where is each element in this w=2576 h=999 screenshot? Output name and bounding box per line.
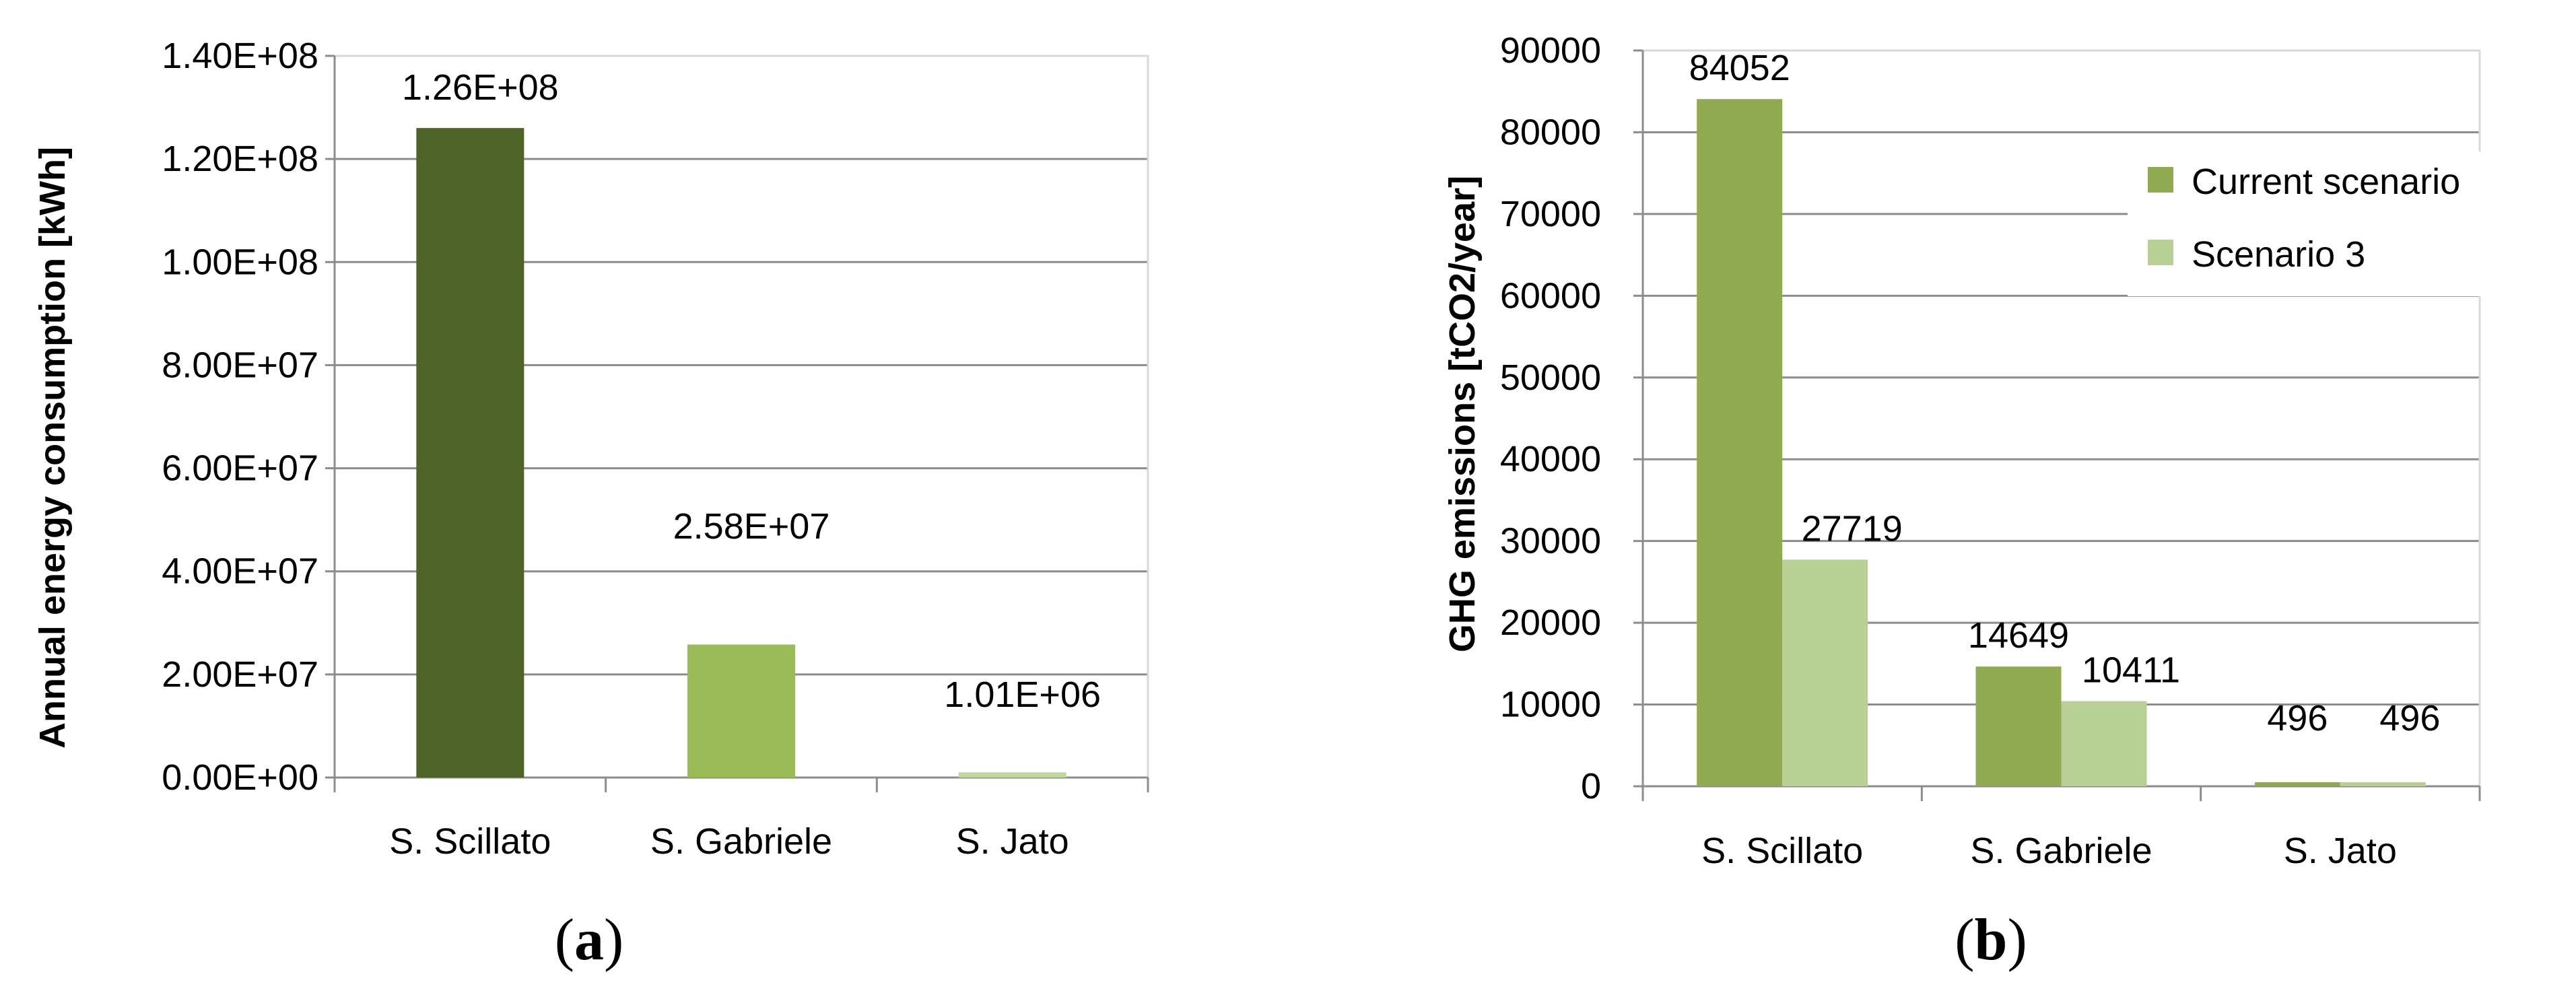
bar-scenario-3-s-gabriele [2061, 701, 2147, 786]
y-tick-label: 4.00E+07 [162, 551, 318, 592]
chart-b-data-labels: 84052 27719 14649 10411 496 496 [1689, 48, 2441, 738]
y-tick-label: 0 [1581, 766, 1601, 806]
y-tick-label: 80000 [1500, 112, 1601, 152]
legend-label-scenario-3: Scenario 3 [2192, 234, 2365, 275]
y-tick-label: 1.40E+08 [162, 36, 318, 76]
bar-current-scenario-s-jato [2254, 782, 2340, 786]
data-label: 27719 [1802, 508, 1903, 549]
chart-b-ghg-emissions: 84052 27719 14649 10411 496 496 0 10000 20000 30… [1442, 30, 2532, 973]
chart-a-data-labels: 1.26E+08 2.58E+07 1.01E+06 [402, 67, 1101, 715]
y-tick-label: 40000 [1500, 439, 1601, 479]
x-tick-label: S. Jato [956, 821, 1069, 862]
legend-swatch-scenario-3 [2148, 240, 2173, 265]
chart-a-y-axis-label: Annual energy consumption [kWh] [32, 147, 73, 749]
chart-a-x-tick-labels: S. Scillato S. Gabriele S. Jato [389, 821, 1069, 862]
x-tick-label: S. Gabriele [650, 821, 832, 862]
chart-b-y-axis-label: GHG emissions [tCO2/year] [1442, 176, 1483, 652]
bar-s-gabriele [687, 644, 795, 778]
x-tick-label: S. Scillato [1701, 831, 1863, 871]
chart-b-x-tick-labels: S. Scillato S. Gabriele S. Jato [1701, 831, 2397, 871]
chart-a-energy-consumption: 1.26E+08 2.58E+07 1.01E+06 0.00E+00 2.00E+0… [32, 36, 1149, 973]
bar-current-scenario-s-scillato [1697, 99, 1783, 786]
y-tick-label: 20000 [1500, 602, 1601, 643]
y-tick-label: 90000 [1500, 30, 1601, 71]
data-label: 1.26E+08 [402, 67, 559, 108]
y-tick-label: 8.00E+07 [162, 345, 318, 385]
chart-b-legend: Current scenario Scenario 3 [2128, 151, 2532, 296]
y-tick-label: 2.00E+07 [162, 654, 318, 695]
chart-a-bars [416, 128, 1066, 778]
data-label: 84052 [1689, 48, 1790, 88]
y-tick-label: 0.00E+00 [162, 757, 318, 798]
x-tick-label: S. Jato [2284, 831, 2397, 871]
legend-background [2128, 151, 2532, 296]
chart-a-y-tick-labels: 0.00E+00 2.00E+07 4.00E+07 6.00E+07 8.00E+07… [162, 36, 318, 798]
y-tick-label: 1.20E+08 [162, 139, 318, 179]
chart-b-y-tick-labels: 0 10000 20000 30000 40000 50000 60000 70000 8000… [1500, 30, 1601, 806]
bar-scenario-3-s-jato [2340, 782, 2426, 786]
bar-scenario-3-s-scillato [1782, 559, 1868, 786]
x-tick-label: S. Gabriele [1970, 831, 2152, 871]
chart-b-caption: (b) [1955, 907, 2027, 973]
data-label: 496 [2267, 698, 2328, 738]
data-label: 10411 [2082, 650, 2180, 691]
y-tick-label: 30000 [1500, 521, 1601, 561]
legend-label-current-scenario: Current scenario [2192, 162, 2460, 202]
y-tick-label: 10000 [1500, 685, 1601, 725]
bar-s-scillato [416, 128, 524, 778]
bar-s-jato [958, 772, 1066, 778]
legend-swatch-current-scenario [2148, 167, 2173, 193]
y-tick-label: 6.00E+07 [162, 448, 318, 489]
data-label: 14649 [1968, 615, 2069, 656]
bar-current-scenario-s-gabriele [1975, 666, 2062, 786]
y-tick-label: 50000 [1500, 357, 1601, 398]
y-tick-label: 60000 [1500, 275, 1601, 316]
chart-a-caption: (a) [555, 907, 624, 973]
y-tick-label: 70000 [1500, 194, 1601, 234]
y-tick-label: 1.00E+08 [162, 242, 318, 282]
chart-b-bars [1697, 99, 2426, 786]
data-label: 1.01E+06 [944, 675, 1101, 715]
data-label: 496 [2379, 698, 2440, 738]
x-tick-label: S. Scillato [389, 821, 551, 862]
data-label: 2.58E+07 [673, 506, 830, 547]
